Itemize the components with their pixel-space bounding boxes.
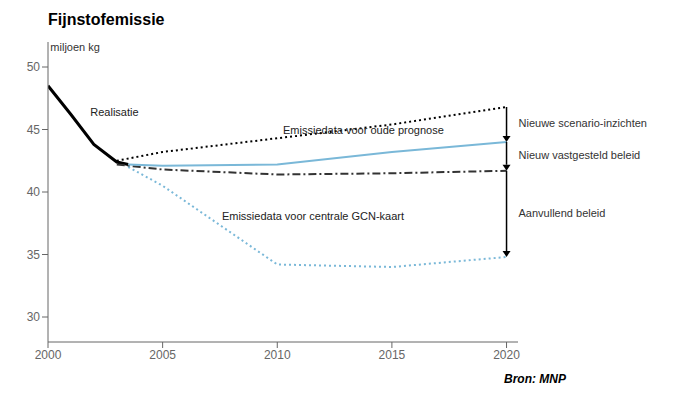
svg-text:40: 40 bbox=[27, 185, 41, 199]
svg-text:2015: 2015 bbox=[379, 348, 406, 362]
html-text:Bron: MNP: Bron: MNP bbox=[504, 372, 566, 386]
svg-text:2020: 2020 bbox=[493, 348, 520, 362]
svg-text:Realisatie: Realisatie bbox=[90, 106, 138, 118]
svg-text:Aanvullend beleid: Aanvullend beleid bbox=[519, 207, 606, 219]
svg-text:2000: 2000 bbox=[35, 348, 62, 362]
svg-text:30: 30 bbox=[27, 310, 41, 324]
svg-text:Emissiedata voor oude prognose: Emissiedata voor oude prognose bbox=[283, 124, 444, 136]
svg-text:2005: 2005 bbox=[149, 348, 176, 362]
svg-text:Nieuwe scenario-inzichten: Nieuwe scenario-inzichten bbox=[519, 117, 647, 129]
svg-text:45: 45 bbox=[27, 123, 41, 137]
svg-text:2010: 2010 bbox=[264, 348, 291, 362]
html-text:Fijnstofemissie: Fijnstofemissie bbox=[48, 11, 165, 28]
svg-text:50: 50 bbox=[27, 60, 41, 74]
svg-text:Nieuw vastgesteld beleid: Nieuw vastgesteld beleid bbox=[519, 149, 641, 161]
svg-text:miljoen kg: miljoen kg bbox=[50, 41, 100, 53]
svg-text:35: 35 bbox=[27, 248, 41, 262]
svg-text:Emissiedata voor centrale GCN-: Emissiedata voor centrale GCN-kaart bbox=[222, 210, 404, 222]
